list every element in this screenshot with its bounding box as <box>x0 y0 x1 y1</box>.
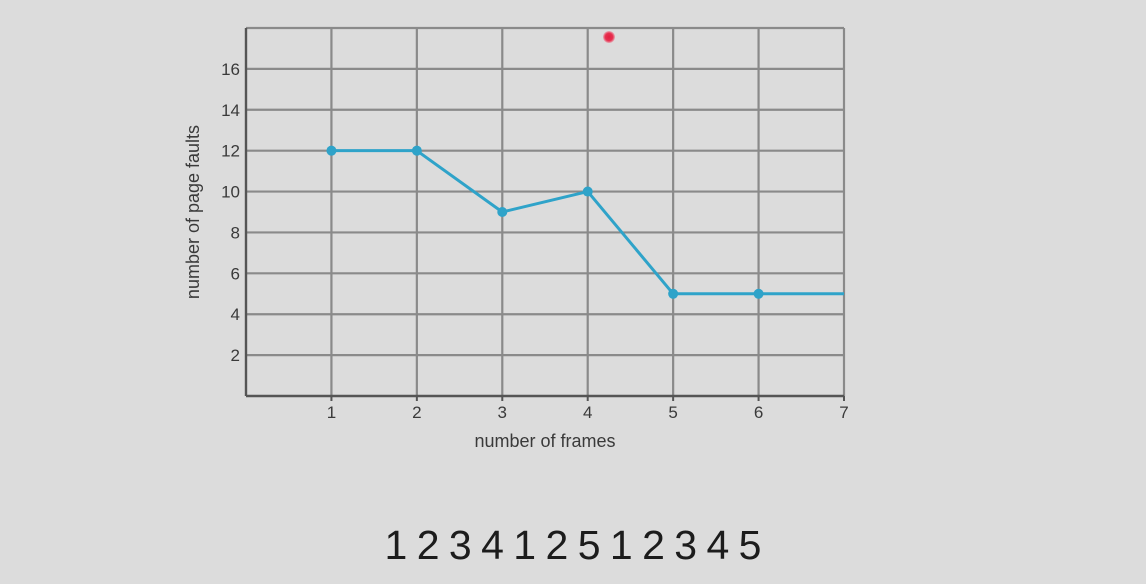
reference-string: 1 2 3 4 1 2 5 1 2 3 4 5 <box>384 522 762 568</box>
x-tick-label: 4 <box>583 403 592 422</box>
axes <box>244 28 844 398</box>
x-tick-label: 6 <box>754 403 763 422</box>
data-point <box>668 288 679 299</box>
grid-lines <box>246 26 846 396</box>
x-tick-label: 5 <box>668 403 677 422</box>
data-point <box>411 145 422 156</box>
x-tick-label: 3 <box>498 403 507 422</box>
x-axis-title: number of frames <box>474 431 615 451</box>
series-layer <box>326 145 844 299</box>
data-point <box>326 145 337 156</box>
y-tick-label: 8 <box>231 223 240 242</box>
y-tick-label: 16 <box>221 60 240 79</box>
data-point <box>497 207 508 217</box>
x-tick-label: 2 <box>412 403 421 422</box>
x-tick-label: 1 <box>327 403 336 422</box>
data-point <box>582 186 593 197</box>
y-tick-label: 4 <box>231 305 240 324</box>
laser-pointer-dot <box>603 31 615 43</box>
y-tick-label: 14 <box>221 101 240 120</box>
y-tick-label: 10 <box>221 183 240 202</box>
y-tick-label: 2 <box>231 346 240 365</box>
y-axis-title: number of page faults <box>183 125 203 299</box>
data-point <box>753 288 764 299</box>
y-tick-label: 12 <box>221 142 240 161</box>
y-tick-label: 6 <box>231 264 240 283</box>
x-tick-label: 7 <box>839 403 848 422</box>
